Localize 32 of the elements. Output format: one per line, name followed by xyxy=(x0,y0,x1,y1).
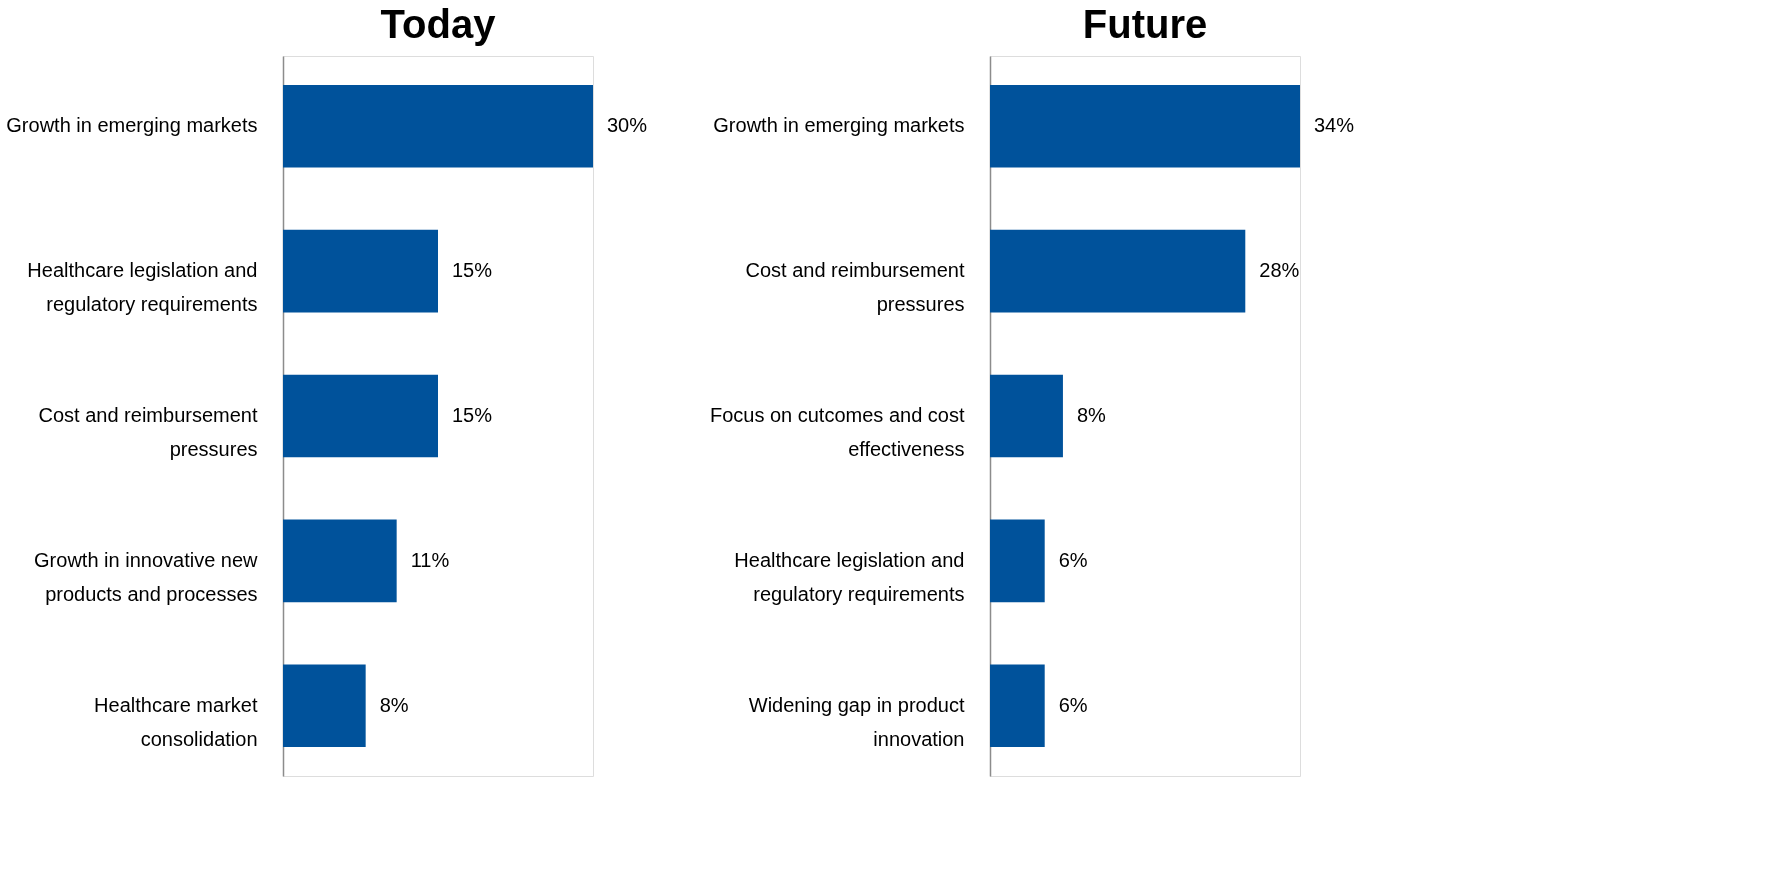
y-tick-label: Growth in emerging markets xyxy=(6,114,258,137)
y-tick-label: Healthcare legislation and regulatory requirements xyxy=(734,548,965,605)
data-label: 8% xyxy=(1076,404,1107,426)
y-tick-label: Growth in emerging markets xyxy=(713,114,965,137)
y-tick-label: Widening gap in product innovation xyxy=(748,693,965,750)
y-tick-label: Cost and reimbursement pressures xyxy=(745,259,965,316)
data-label: 34% xyxy=(1314,114,1355,137)
data-label: 8% xyxy=(379,693,409,716)
y-tick-label: Healthcare legislation and regulatory requirements xyxy=(27,259,258,316)
bar xyxy=(990,229,1246,313)
bar xyxy=(283,84,593,168)
bar xyxy=(990,84,1300,168)
data-label: 6% xyxy=(1058,693,1088,716)
chart-title: Today xyxy=(380,2,497,46)
data-label: 30% xyxy=(607,114,648,137)
data-label: 15% xyxy=(452,259,493,282)
data-label: 6% xyxy=(1058,548,1088,571)
y-tick-label: Healthcare market consolidation xyxy=(94,693,258,750)
bar xyxy=(283,664,366,748)
y-tick-label: Focus on cutcomes and cost effectiveness xyxy=(709,404,965,460)
bar xyxy=(283,519,397,603)
chart-title: Future xyxy=(1082,2,1208,46)
bar xyxy=(283,229,438,313)
bar xyxy=(990,374,1063,458)
data-label: 15% xyxy=(452,404,493,426)
y-tick-label: Cost and reimbursement pressures xyxy=(38,404,258,460)
data-label: 11% xyxy=(410,548,450,571)
bar xyxy=(990,519,1045,603)
y-tick-label: Growth in innovative new products and processes xyxy=(34,548,259,605)
bar xyxy=(990,664,1045,748)
data-label: 28% xyxy=(1259,259,1300,282)
bar xyxy=(283,374,438,458)
